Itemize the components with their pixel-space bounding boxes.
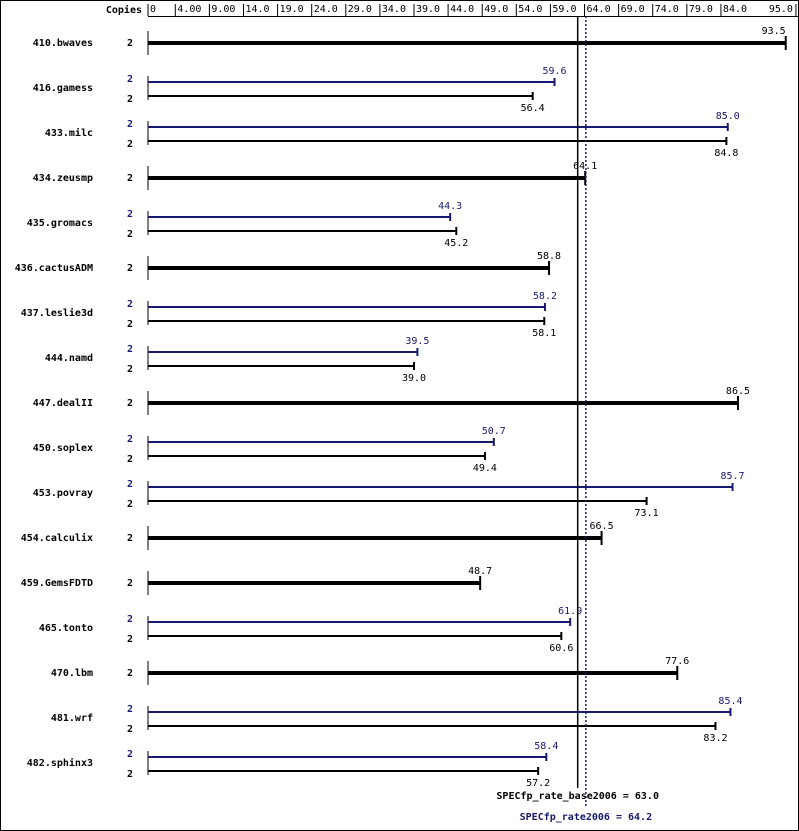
copies-header: Copies	[106, 4, 142, 16]
value-label: 45.2	[444, 238, 468, 249]
value-label: 84.8	[714, 148, 738, 159]
x-tick-label: 4.00	[177, 4, 201, 15]
copies: 2	[127, 454, 133, 465]
value-label: 61.9	[558, 606, 582, 617]
x-tick-label: 54.0	[518, 4, 542, 15]
x-tick-label: 69.0	[621, 4, 645, 15]
benchmark-name: 434.zeusmp	[33, 173, 93, 184]
x-tick-label: 84.0	[723, 4, 747, 15]
value-label: 64.1	[573, 161, 597, 172]
x-tick-label: 0	[150, 4, 156, 15]
value-label: 48.7	[468, 566, 492, 577]
x-tick-label: 95.0	[769, 4, 793, 15]
x-tick-label: 14.0	[245, 4, 269, 15]
copies: 2	[127, 434, 133, 445]
x-tick-label: 74.0	[655, 4, 679, 15]
value-label: 58.2	[533, 291, 557, 302]
copies: 2	[127, 299, 133, 310]
x-tick-label: 49.0	[484, 4, 508, 15]
value-label: 85.4	[718, 696, 742, 707]
value-label: 77.6	[665, 656, 689, 667]
x-tick-label: 19.0	[280, 4, 304, 15]
value-label: 83.2	[703, 733, 727, 744]
copies: 2	[127, 499, 133, 510]
copies: 2	[127, 319, 133, 330]
benchmark-name: 450.soplex	[33, 443, 93, 454]
copies: 2	[127, 769, 133, 780]
value-label: 57.2	[526, 778, 550, 789]
value-label: 59.6	[542, 66, 566, 77]
copies: 2	[127, 74, 133, 85]
value-label: 85.7	[720, 471, 744, 482]
benchmark-name: 444.namd	[45, 353, 93, 364]
value-label: 58.8	[537, 251, 561, 262]
x-tick-label: 64.0	[587, 4, 611, 15]
value-label: 58.4	[534, 741, 558, 752]
x-tick-label: 79.0	[689, 4, 713, 15]
value-label: 60.6	[549, 643, 573, 654]
copies: 2	[127, 479, 133, 490]
copies: 2	[127, 38, 133, 49]
x-tick-label: 29.0	[348, 4, 372, 15]
copies: 2	[127, 263, 133, 274]
benchmark-name: 459.GemsFDTD	[21, 578, 93, 589]
value-label: 93.5	[762, 26, 786, 37]
benchmark-name: 433.milc	[45, 127, 93, 139]
benchmark-name: 447.dealII	[33, 398, 93, 409]
copies: 2	[127, 749, 133, 760]
copies: 2	[127, 209, 133, 220]
benchmark-name: 470.lbm	[51, 668, 93, 679]
x-tick-label: 59.0	[552, 4, 576, 15]
x-tick-label: 44.0	[450, 4, 474, 15]
benchmark-name: 416.gamess	[33, 83, 93, 94]
benchmark-name: 437.leslie3d	[21, 307, 93, 319]
x-tick-label: 9.00	[211, 4, 235, 15]
value-label: 86.5	[726, 386, 750, 397]
benchmark-name: 435.gromacs	[27, 218, 93, 229]
value-label: 85.0	[716, 111, 740, 122]
x-tick-label: 39.0	[416, 4, 440, 15]
copies: 2	[127, 704, 133, 715]
value-label: 56.4	[521, 103, 545, 114]
copies: 2	[127, 578, 133, 589]
x-tick-label: 34.0	[382, 4, 406, 15]
value-label: 44.3	[438, 201, 462, 212]
value-label: 58.1	[532, 328, 556, 339]
benchmark-name: 465.tonto	[39, 623, 93, 634]
copies: 2	[127, 533, 133, 544]
benchmark-name: 454.calculix	[21, 532, 93, 544]
value-label: 66.5	[590, 521, 614, 532]
copies: 2	[127, 173, 133, 184]
value-label: 50.7	[482, 426, 506, 437]
copies: 2	[127, 119, 133, 130]
copies: 2	[127, 614, 133, 625]
copies: 2	[127, 668, 133, 679]
value-label: 73.1	[635, 508, 659, 519]
copies: 2	[127, 139, 133, 150]
copies: 2	[127, 344, 133, 355]
copies: 2	[127, 364, 133, 375]
copies: 2	[127, 94, 133, 105]
value-label: 39.0	[402, 373, 426, 384]
value-label: 39.5	[405, 336, 429, 347]
benchmark-name: 453.povray	[33, 488, 93, 499]
benchmark-name: 482.sphinx3	[27, 757, 93, 769]
copies: 2	[127, 229, 133, 240]
copies: 2	[127, 398, 133, 409]
value-label: 49.4	[473, 463, 497, 474]
copies: 2	[127, 634, 133, 645]
benchmark-name: 410.bwaves	[33, 38, 93, 49]
copies: 2	[127, 724, 133, 735]
x-tick-label: 24.0	[314, 4, 338, 15]
peak-mean-label: SPECfp_rate2006 = 64.2	[520, 812, 652, 823]
benchmark-name: 436.cactusADM	[15, 263, 93, 274]
base-mean-label: SPECfp_rate_base2006 = 63.0	[496, 791, 659, 802]
benchmark-name: 481.wrf	[51, 713, 93, 724]
